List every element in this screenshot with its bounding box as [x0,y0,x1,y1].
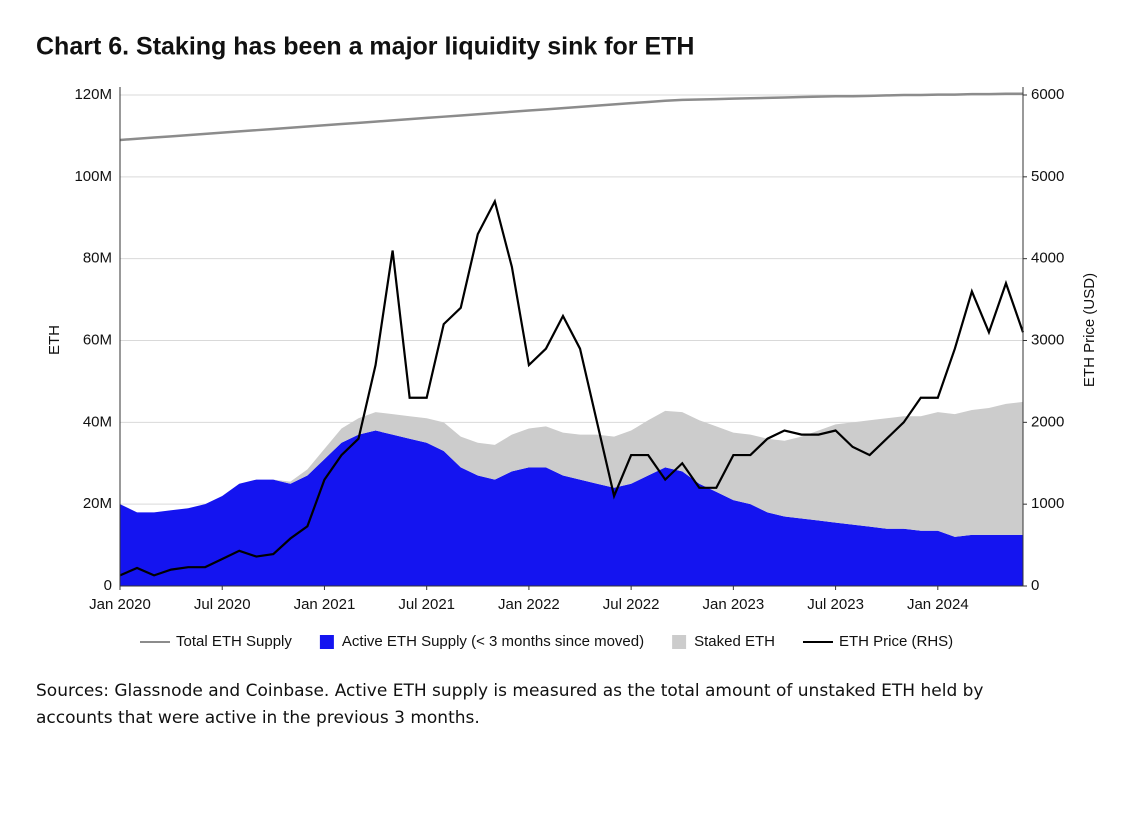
x-tick-label: Jan 2022 [498,596,560,613]
y-tick-label: 60M [83,331,112,348]
x-tick-label: Jan 2023 [702,596,764,613]
y2-tick-label: 5000 [1031,168,1064,185]
x-tick-label: Jul 2023 [807,596,864,613]
x-tick-label: Jul 2022 [603,596,660,613]
line [119,198,1025,577]
y2-tick-label: 6000 [1031,86,1064,103]
source-note: Sources: Glassnode and Coinbase. Active … [36,681,984,728]
y2-tick-label: 2000 [1031,413,1064,430]
x-tick-label: Jul 2021 [398,596,455,613]
legend-swatch [672,635,687,649]
y2-tick-label: 0 [1031,577,1039,594]
x-tick-label: Jan 2024 [907,596,969,613]
legend-label: Total ETH Supply [176,633,292,650]
chart-title: Chart 6. Staking has been a major liquid… [36,33,694,61]
y-tick-label: 20M [83,495,112,512]
y-tick-label: 40M [83,413,112,430]
y2-tick-label: 1000 [1031,495,1064,512]
y-tick-label: 120M [74,86,112,103]
area [120,401,1023,537]
y-axis-label: ETH [46,325,63,355]
legend-label: Active ETH Supply (< 3 months since move… [342,633,644,650]
y-tick-label: 100M [74,168,112,185]
area [120,430,1023,586]
x-tick-label: Jan 2021 [294,596,356,613]
y2-tick-label: 4000 [1031,250,1064,267]
x-tick-label: Jan 2020 [89,596,151,613]
legend-label: Staked ETH [694,633,775,650]
x-tick-label: Jul 2020 [194,596,251,613]
y-tick-label: 80M [83,250,112,267]
legend-swatch [319,635,334,649]
y-tick-label: 0 [104,577,112,594]
y2-axis-label: ETH Price (USD) [1081,273,1098,387]
chart: Chart 6. Staking has been a major liquid… [36,33,1098,650]
line [119,92,1023,142]
y2-tick-label: 3000 [1031,331,1064,348]
legend-label: ETH Price (RHS) [839,633,953,650]
